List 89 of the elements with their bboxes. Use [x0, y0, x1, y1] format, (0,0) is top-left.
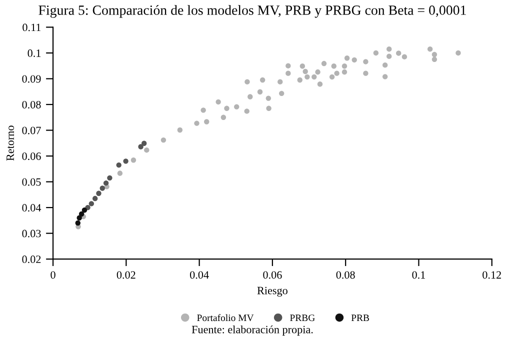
point	[123, 158, 128, 164]
legend-label: PRBG	[290, 314, 315, 322]
y-axis-title: Retorno	[6, 126, 14, 161]
point	[144, 147, 150, 153]
point	[257, 89, 263, 94]
y-tick-label: 0.11	[22, 24, 41, 32]
point	[216, 99, 221, 105]
point	[92, 196, 98, 202]
point	[194, 120, 200, 126]
point	[297, 77, 302, 83]
point	[342, 69, 348, 75]
x-tick-label: 0.12	[482, 271, 501, 279]
point	[382, 74, 388, 80]
y-tick-label: 0.04	[22, 204, 42, 212]
point	[204, 119, 210, 124]
point	[312, 74, 317, 80]
legend-label: PRB	[351, 314, 370, 322]
point	[402, 54, 408, 60]
point	[138, 144, 144, 150]
point	[224, 106, 230, 111]
point	[344, 56, 350, 61]
point	[141, 140, 147, 146]
x-tick-label: 0	[50, 271, 56, 279]
point	[96, 190, 102, 196]
point	[456, 50, 461, 56]
point	[234, 104, 240, 110]
y-tick-label: 0.1	[28, 49, 41, 57]
point	[130, 158, 136, 163]
point	[304, 74, 310, 80]
point	[373, 50, 379, 56]
x-tick-label: 0.04	[190, 271, 209, 279]
point	[329, 74, 335, 80]
y-tick-label: 0.07	[22, 126, 41, 134]
point	[278, 79, 283, 84]
point	[300, 64, 306, 69]
point	[432, 52, 438, 58]
point	[321, 60, 327, 66]
y-tick-label: 0.06	[22, 152, 41, 160]
point	[103, 180, 109, 186]
x-tick-label: 0.1	[412, 271, 426, 279]
point	[396, 50, 402, 56]
point	[220, 114, 226, 120]
y-tick-label: 0.03	[22, 230, 41, 238]
point	[427, 46, 433, 52]
point	[100, 186, 105, 191]
point	[266, 96, 272, 101]
y-tick-label: 0.09	[22, 75, 41, 83]
point	[278, 90, 284, 96]
point	[116, 162, 122, 168]
point	[286, 63, 291, 68]
point	[75, 220, 80, 226]
x-tick-label: 0.08	[336, 271, 355, 279]
point	[107, 175, 112, 181]
point	[432, 56, 438, 62]
chart-title: Figura 5: Comparación de los modelos MV, PRB y PRBG con Beta = 0,0001	[38, 5, 466, 18]
source-note: Fuente: elaboración propia.	[192, 325, 313, 336]
point	[200, 108, 206, 113]
x-axis-title: Riesgo	[257, 286, 288, 297]
point	[244, 79, 250, 84]
point	[363, 70, 368, 76]
point	[248, 94, 253, 100]
point	[244, 108, 250, 114]
point	[260, 77, 266, 83]
point	[386, 54, 392, 59]
point	[352, 57, 357, 63]
legend-label: Portafolio MV	[197, 314, 254, 322]
point	[334, 70, 340, 76]
point	[266, 106, 272, 111]
point	[315, 69, 320, 75]
point	[363, 59, 368, 64]
point	[331, 64, 336, 69]
point	[302, 68, 308, 74]
point	[386, 46, 392, 52]
x-tick-label: 0.06	[263, 271, 282, 279]
point	[88, 201, 94, 206]
y-tick-label: 0.08	[22, 100, 41, 109]
point	[286, 70, 291, 76]
point	[160, 137, 166, 143]
point	[78, 211, 84, 217]
point	[76, 215, 82, 220]
point	[382, 62, 388, 68]
point	[177, 127, 183, 133]
point	[317, 82, 323, 87]
y-tick-label: 0.02	[22, 256, 41, 264]
point	[342, 64, 348, 69]
x-tick-label: 0.02	[116, 271, 136, 279]
point	[117, 170, 123, 176]
point	[82, 208, 88, 213]
y-tick-label: 0.05	[22, 178, 41, 186]
